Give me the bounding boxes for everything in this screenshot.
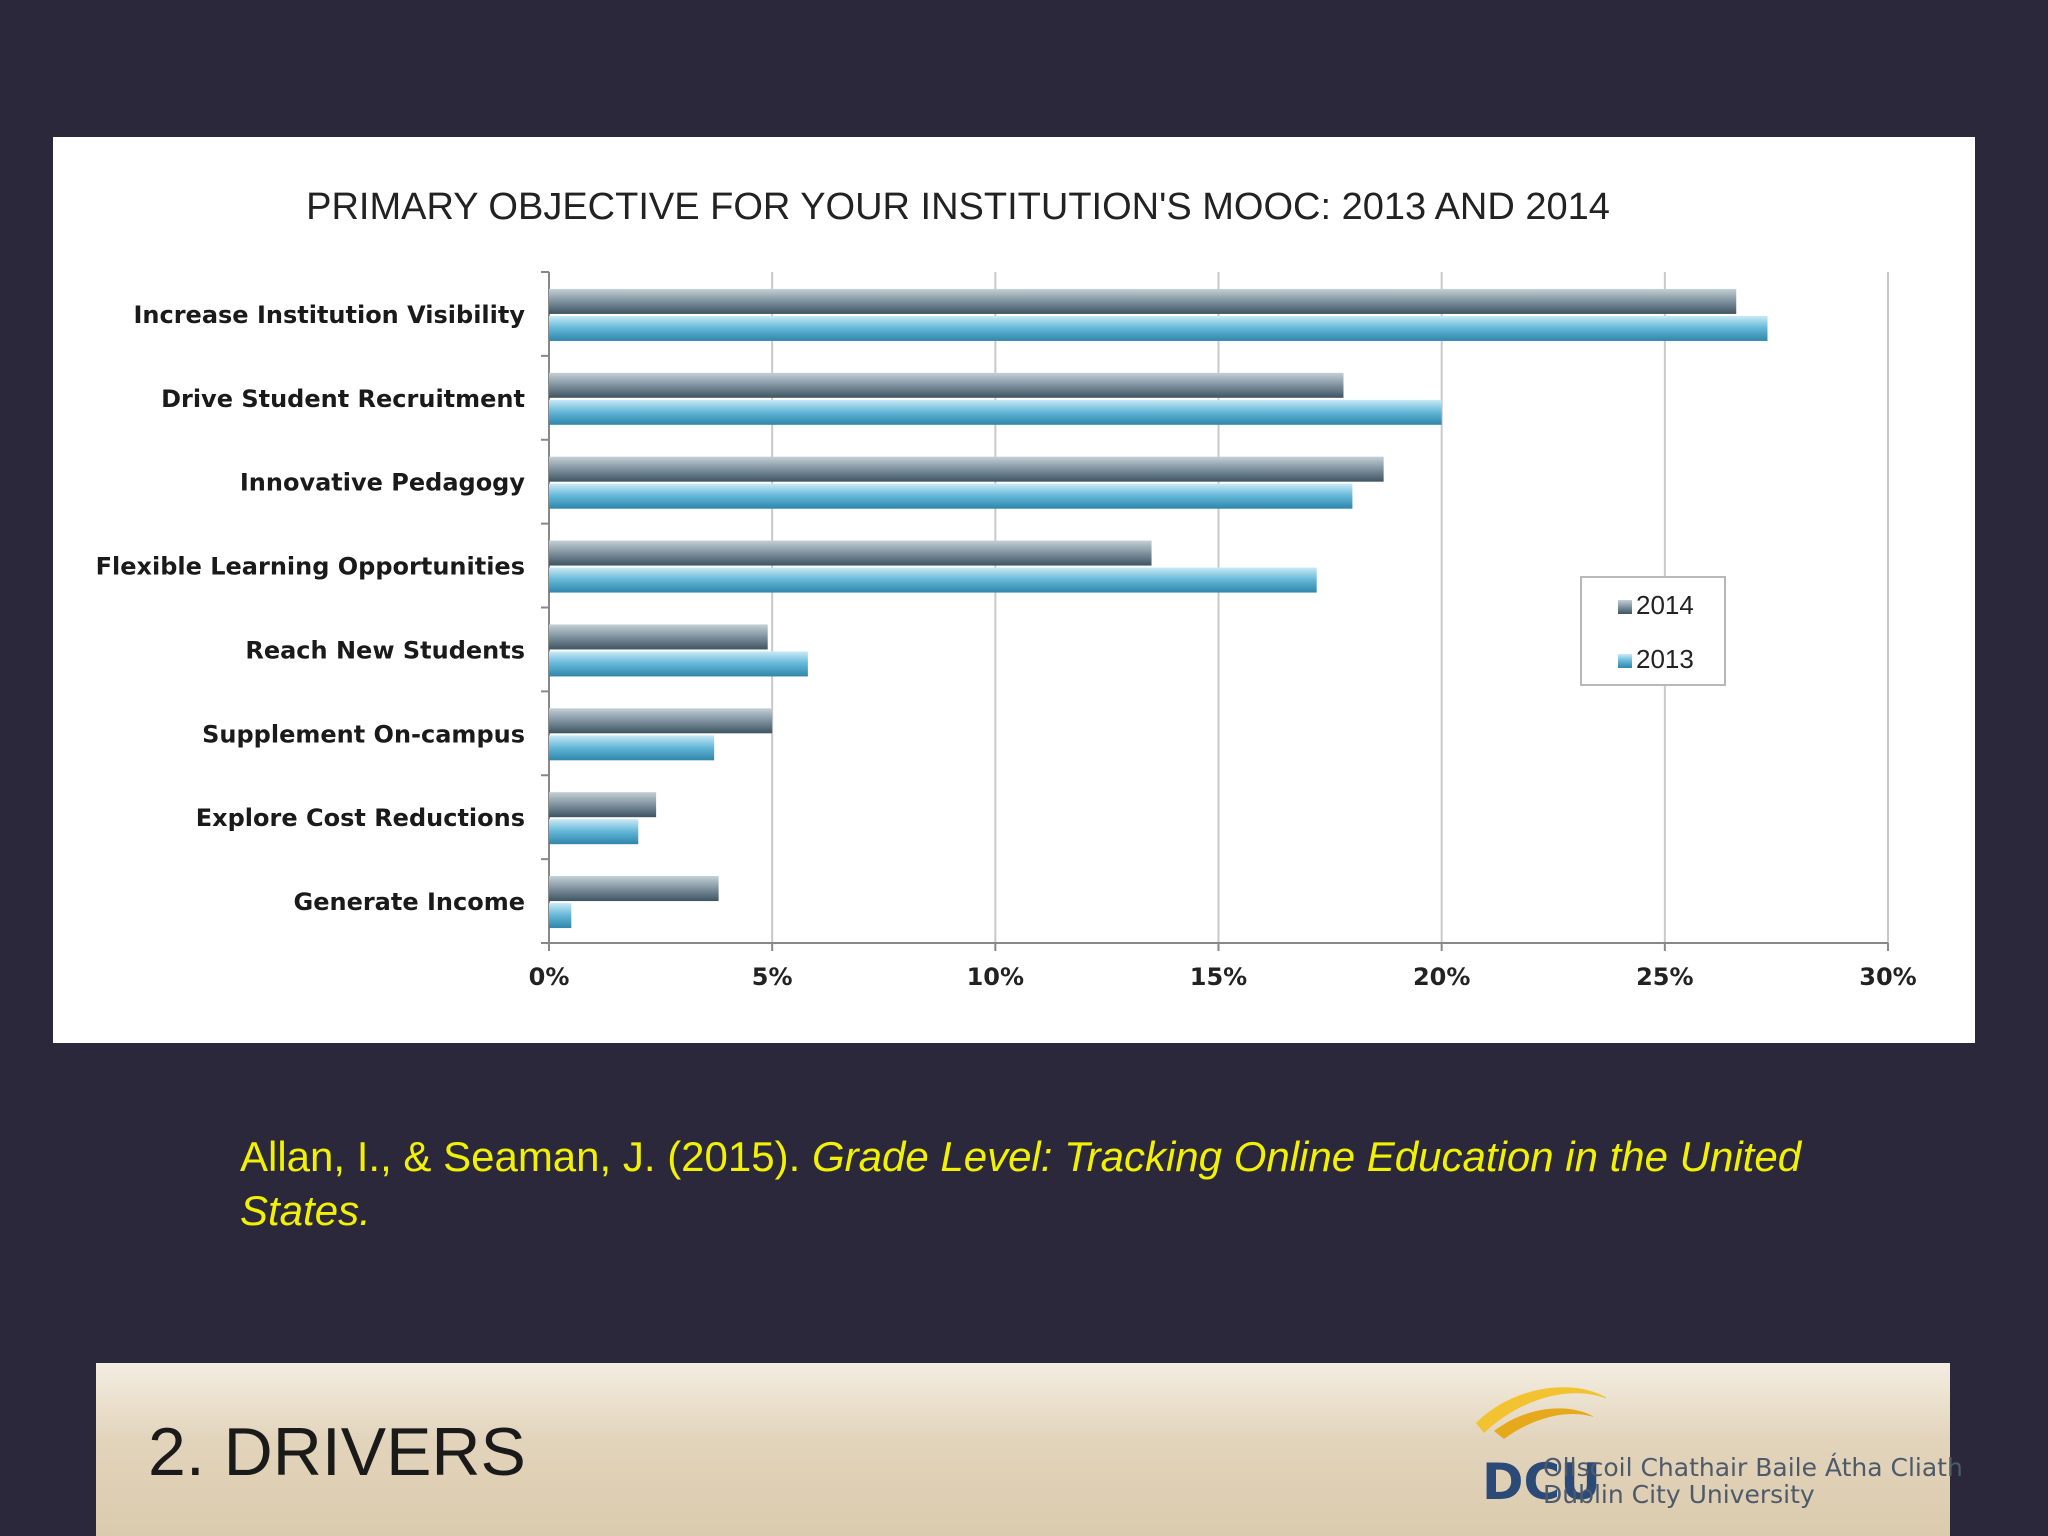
bar-2013-5 bbox=[549, 735, 715, 761]
bar-2013-1 bbox=[549, 399, 1442, 425]
dcu-logo: DCU bbox=[1476, 1387, 1606, 1511]
logo-english-name: Dublin City University bbox=[1543, 1480, 1815, 1509]
logo-wordmark: DCU bbox=[1482, 1453, 1601, 1511]
bar-2013-6 bbox=[549, 819, 639, 845]
category-label: Supplement On-campus bbox=[202, 720, 525, 748]
legend-label-2013: 2013 bbox=[1636, 644, 1694, 674]
bar-2014-7 bbox=[549, 876, 719, 902]
x-tick-label: 15% bbox=[1190, 963, 1247, 991]
legend-swatch-2013 bbox=[1618, 654, 1632, 668]
section-title: 2. DRIVERS bbox=[148, 1414, 526, 1490]
bar-2014-0 bbox=[549, 288, 1737, 314]
category-label: Increase Institution Visibility bbox=[133, 301, 525, 329]
logo-irish-name: Ollscoil Chathair Baile Átha Cliath bbox=[1543, 1453, 1963, 1482]
category-label: Explore Cost Reductions bbox=[196, 804, 525, 832]
logo-swoosh bbox=[1476, 1387, 1606, 1433]
legend: 2014 2013 bbox=[1580, 576, 1726, 686]
bar-2013-0 bbox=[549, 315, 1768, 341]
x-tick-labels: 0% 5% 10% 15% 20% 25% 30% bbox=[529, 963, 1917, 991]
bar-2014-2 bbox=[549, 456, 1384, 482]
bar-2014-4 bbox=[549, 624, 768, 650]
x-tick-label: 10% bbox=[967, 963, 1024, 991]
x-tick-label: 30% bbox=[1859, 963, 1916, 991]
category-label: Reach New Students bbox=[245, 636, 525, 664]
bar-2014-1 bbox=[549, 372, 1344, 398]
bar-2014-5 bbox=[549, 708, 773, 734]
chart: Increase Institution Visibility Drive Stu… bbox=[96, 186, 1917, 991]
citation: Allan, I., & Seaman, J. (2015). Grade Le… bbox=[240, 1130, 1880, 1238]
category-labels: Increase Institution Visibility Drive Stu… bbox=[96, 301, 526, 916]
bars bbox=[549, 288, 1768, 929]
legend-box bbox=[1580, 576, 1726, 686]
category-label: Drive Student Recruitment bbox=[161, 385, 525, 413]
bar-2013-7 bbox=[549, 903, 572, 929]
legend-swatch-2014 bbox=[1618, 600, 1632, 614]
legend-label-2014: 2014 bbox=[1636, 590, 1694, 620]
bar-2013-4 bbox=[549, 651, 808, 677]
chart-title: PRIMARY OBJECTIVE FOR YOUR INSTITUTION'S… bbox=[306, 186, 1610, 228]
footer-bar: 2. DRIVERS DCU Ollscoil Chathair Baile Á… bbox=[96, 1363, 1963, 1536]
bar-2013-2 bbox=[549, 483, 1353, 509]
category-label: Generate Income bbox=[294, 888, 526, 916]
bar-2014-6 bbox=[549, 792, 657, 818]
bar-2013-3 bbox=[549, 567, 1317, 593]
category-label: Flexible Learning Opportunities bbox=[96, 553, 525, 581]
x-tick-label: 20% bbox=[1413, 963, 1470, 991]
category-label: Innovative Pedagogy bbox=[240, 469, 525, 497]
citation-title: Grade Level: Tracking Online Education i… bbox=[240, 1133, 1802, 1234]
x-tick-label: 0% bbox=[529, 963, 570, 991]
x-tick-label: 5% bbox=[752, 963, 793, 991]
chart-panel: Increase Institution Visibility Drive Stu… bbox=[53, 137, 1975, 1043]
x-tick-label: 25% bbox=[1636, 963, 1693, 991]
logo-swoosh-inner bbox=[1494, 1408, 1594, 1439]
bar-2014-3 bbox=[549, 540, 1152, 566]
citation-authors: Allan, I., & Seaman, J. (2015). bbox=[240, 1133, 801, 1180]
